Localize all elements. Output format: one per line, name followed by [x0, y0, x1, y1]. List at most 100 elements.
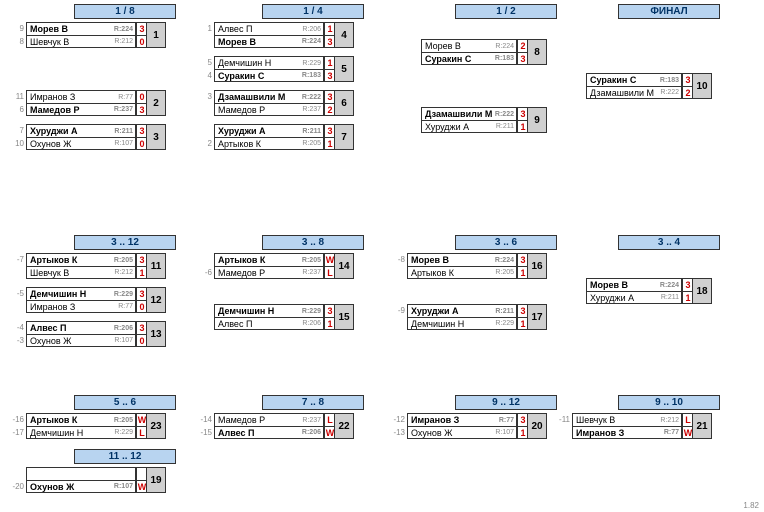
player-name: Алвес П: [218, 428, 255, 438]
player-rating: R:205: [302, 140, 321, 147]
player-cell: Алвес ПR:206: [26, 321, 136, 334]
seed: [556, 426, 572, 439]
player-name: Морев В: [218, 37, 256, 47]
player-name: Артыков К: [411, 268, 454, 278]
match-box: Дзамашвили МR:2223Хуруджи АR:21119: [405, 107, 529, 133]
seed: [570, 86, 586, 99]
player-name: Имранов З: [30, 92, 75, 102]
player-cell: Хуруджи АR:211: [407, 304, 517, 317]
match-box: -12Имранов ЗR:773-13Охунов ЖR:107120: [391, 413, 529, 439]
player-name: Артыков К: [218, 255, 265, 265]
player-cell: Алвес ПR:206: [214, 426, 324, 439]
seed: -20: [10, 480, 26, 493]
bracket-header: 3 .. 6: [455, 235, 557, 250]
match-box: 11Имранов ЗR:7706Мамедов РR:23732: [10, 90, 148, 116]
player-cell: Имранов ЗR:77: [572, 426, 682, 439]
player-rating: R:229: [302, 60, 321, 67]
player-cell: Демчишин НR:229: [407, 317, 517, 330]
bracket-header: 7 .. 8: [262, 395, 364, 410]
seed: [405, 107, 421, 120]
seed: [10, 300, 26, 313]
seed: 4: [198, 69, 214, 82]
match-id: 15: [334, 304, 354, 330]
match-box: 3Дзамашвили МR:2223Мамедов РR:23726: [198, 90, 336, 116]
player-rating: R:183: [302, 72, 321, 79]
match-id: 4: [334, 22, 354, 48]
player-rating: R:205: [114, 417, 133, 424]
bracket-header: 3 .. 12: [74, 235, 176, 250]
player-name: Имранов З: [576, 428, 624, 438]
player-cell: Алвес ПR:206: [214, 22, 324, 35]
player-cell: Демчишин НR:229: [26, 426, 136, 439]
bracket-header: 9 .. 12: [455, 395, 557, 410]
seed: [391, 317, 407, 330]
player-cell: Морев ВR:224: [421, 39, 517, 52]
player-cell: Охунов ЖR:107: [26, 334, 136, 347]
seed: [198, 103, 214, 116]
player-rating: R:237: [302, 269, 321, 276]
seed: -5: [10, 287, 26, 300]
player-name: Шевчук В: [576, 415, 615, 425]
match-id: 11: [146, 253, 166, 279]
player-rating: R:211: [302, 128, 321, 135]
player-rating: R:212: [114, 38, 133, 45]
match-box: -7Артыков КR:2053Шевчук ВR:212111: [10, 253, 148, 279]
player-cell: Мамедов РR:237: [214, 103, 324, 116]
bracket-header: 1 / 2: [455, 4, 557, 19]
seed: -12: [391, 413, 407, 426]
match-id: 7: [334, 124, 354, 150]
player-rating: R:183: [495, 55, 514, 62]
seed: [570, 73, 586, 86]
seed: -17: [10, 426, 26, 439]
player-rating: R:224: [660, 282, 679, 289]
match-box: -9Хуруджи АR:2113Демчишин НR:229117: [391, 304, 529, 330]
match-id: 21: [692, 413, 712, 439]
match-box: 9Морев ВR:22438Шевчук ВR:21201: [10, 22, 148, 48]
player-rating: R:224: [495, 257, 514, 264]
match-box: Демчишин НR:2293Алвес ПR:206115: [198, 304, 336, 330]
player-rating: R:224: [114, 26, 133, 33]
player-rating: R:205: [302, 257, 321, 264]
player-rating: R:107: [495, 429, 514, 436]
seed: [198, 317, 214, 330]
match-box: Суракин СR:1833Дзамашвили МR:222210: [570, 73, 694, 99]
player-rating: R:211: [495, 308, 514, 315]
seed: 6: [10, 103, 26, 116]
seed: -4: [10, 321, 26, 334]
match-id: 5: [334, 56, 354, 82]
player-name: Хуруджи А: [218, 126, 266, 136]
player-rating: R:206: [114, 325, 133, 332]
player-name: Суракин С: [590, 75, 636, 85]
player-name: Мамедов Р: [218, 415, 265, 425]
player-name: Суракин С: [218, 71, 264, 81]
match-id: 1: [146, 22, 166, 48]
seed: 3: [198, 90, 214, 103]
player-name: Хуруджи А: [590, 293, 634, 303]
player-name: Мамедов Р: [30, 105, 80, 115]
match-id: 10: [692, 73, 712, 99]
player-rating: R:229: [495, 320, 514, 327]
player-name: Охунов Ж: [30, 139, 71, 149]
player-rating: R:205: [114, 257, 133, 264]
seed: -9: [391, 304, 407, 317]
match-id: 20: [527, 413, 547, 439]
player-name: Морев В: [590, 280, 628, 290]
player-name: Мамедов Р: [218, 268, 265, 278]
player-name: Охунов Ж: [411, 428, 452, 438]
match-id: 12: [146, 287, 166, 313]
player-cell: Хуруджи А R:211: [214, 124, 324, 137]
player-rating: R:206: [302, 26, 321, 33]
player-rating: R:224: [495, 43, 514, 50]
player-rating: R:211: [661, 294, 679, 301]
match-box: -20Охунов ЖR:107W19: [10, 467, 148, 493]
player-rating: R:77: [118, 303, 133, 310]
player-cell: Шевчук ВR:212: [26, 266, 136, 279]
player-name: Суракин С: [425, 54, 471, 64]
player-name: Имранов З: [411, 415, 459, 425]
player-name: Шевчук В: [30, 268, 69, 278]
match-id: 14: [334, 253, 354, 279]
match-box: -14Мамедов РR:237L-15Алвес ПR:206W22: [198, 413, 336, 439]
match-box: -4Алвес ПR:2063-3Охунов ЖR:107013: [10, 321, 148, 347]
player-cell: Суракин С R:183: [214, 69, 324, 82]
player-cell: Алвес ПR:206: [214, 317, 324, 330]
